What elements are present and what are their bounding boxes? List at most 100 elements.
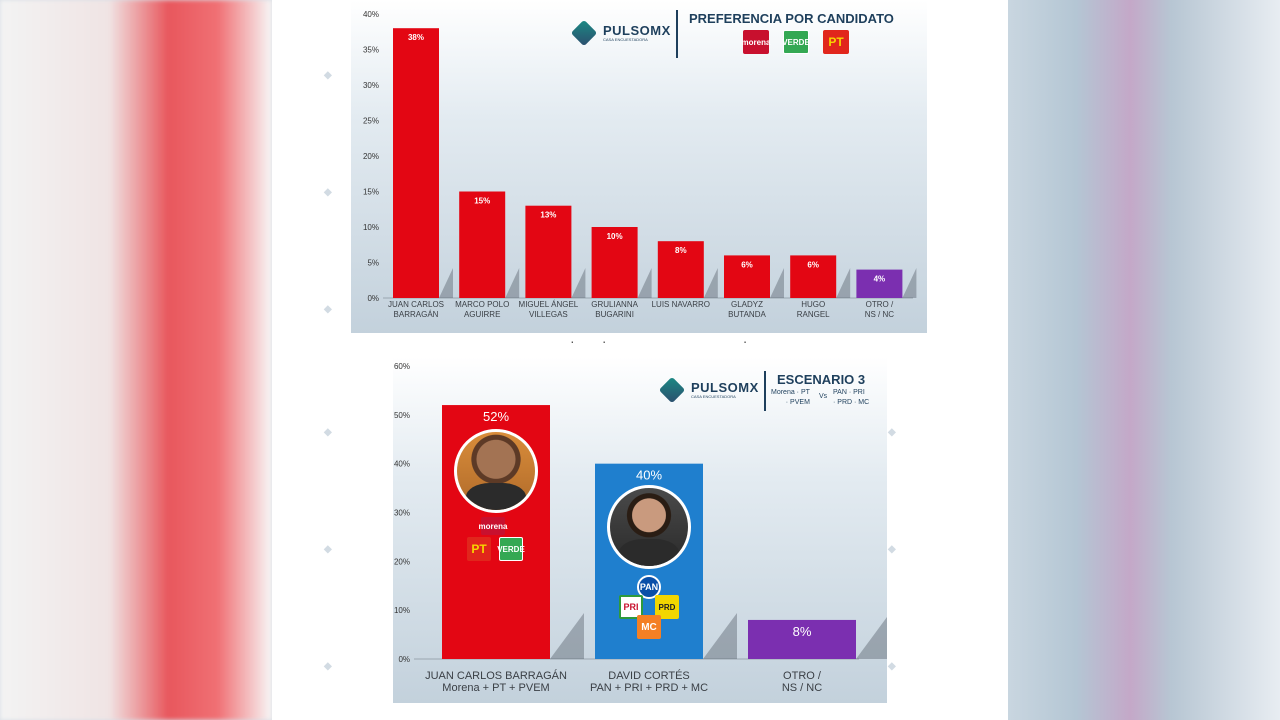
party-morena-icon-2: morena	[479, 517, 507, 535]
bar-value-label: 6%	[807, 260, 819, 269]
watermark-logo-icon: ◆	[324, 187, 332, 198]
chart-2-title: ESCENARIO 3	[777, 372, 866, 387]
chart-panel-escenario-3: 0% 10% 20% 30% 40% 50% 60% 52% JUAN CARLOS BARRA…	[393, 357, 887, 703]
category-label: Morena + PT + PVEM	[442, 682, 549, 694]
party-pt-icon-2: PT	[467, 537, 491, 561]
scenario-vs: Vs	[819, 393, 828, 400]
background-blur-left	[0, 0, 272, 720]
category-label: PAN + PRI + PRD + MC	[590, 682, 708, 694]
category-label: NS / NC	[782, 682, 822, 694]
watermark-logo-icon: ◆	[324, 304, 332, 315]
y-tick-label: 20%	[394, 557, 410, 566]
bar-shadow	[571, 268, 586, 298]
party-mc-icon: MC	[637, 615, 661, 639]
bar	[790, 255, 837, 298]
scenario-right-line-2: · PRD · MC	[833, 399, 870, 406]
bar	[657, 241, 704, 298]
scenario-right-line-1: PAN · PRI	[833, 389, 865, 396]
bar-value-label: 10%	[607, 232, 623, 241]
watermark-logo-icon: ◆	[324, 70, 332, 81]
brand-tagline: CASA ENCUESTADORA	[603, 37, 648, 42]
watermark-logo-icon: ◆	[324, 661, 332, 672]
bar	[459, 191, 506, 298]
party-pt-icon: PT	[823, 30, 849, 54]
bar-value-label: 13%	[540, 211, 556, 220]
bar-shadow	[637, 268, 652, 298]
party-verde-icon-2: VERDE	[497, 537, 525, 561]
pulsomx-logo-2: PULSOMX CASA ENCUESTADORA	[658, 376, 759, 404]
y-tick-label: 25%	[363, 117, 379, 126]
bar-shadow	[770, 268, 784, 298]
bar-shadow	[836, 268, 851, 298]
y-tick-label: 10%	[363, 223, 379, 232]
bar	[856, 269, 903, 298]
y-tick-label: 60%	[394, 362, 410, 371]
category-label: GRULIANNA	[591, 300, 638, 309]
category-label: RANGEL	[797, 310, 830, 319]
y-tick-label: 0%	[367, 294, 379, 303]
y-tick-label: 40%	[394, 460, 410, 469]
bar-value-label: 8%	[793, 624, 812, 639]
bar-value-label: 40%	[636, 468, 662, 483]
scenario-left-line-1: Morena · PT	[771, 389, 810, 396]
y-tick-label: 15%	[363, 188, 379, 197]
bar-shadow	[902, 268, 917, 298]
bar-value-label: 6%	[741, 260, 753, 269]
header-divider	[676, 10, 678, 58]
category-label: MARCO POLO	[455, 300, 509, 309]
chart-1-svg: 0%5%10%15%20%25%30%35%40%38%JUAN CARLOSB…	[363, 10, 917, 319]
bar	[591, 227, 638, 298]
bar	[525, 205, 572, 298]
brand-name: PULSOMX	[603, 23, 671, 38]
y-tick-label: 50%	[394, 411, 410, 420]
category-label: BUGARINI	[595, 310, 634, 319]
y-tick-label: 0%	[398, 655, 410, 664]
scenario-right-parties: PAN · PRI · PRD · MC	[833, 388, 869, 408]
category-label: GLADYZ	[731, 300, 763, 309]
bar-value-label: 52%	[483, 409, 509, 424]
category-label: HUGO	[801, 300, 825, 309]
bar	[393, 28, 439, 298]
bar-value-label: 15%	[474, 197, 490, 206]
bar-value-label: 4%	[874, 275, 886, 284]
y-tick-label: 40%	[363, 10, 379, 19]
watermark-logo-icon: ◆	[324, 427, 332, 438]
category-label: NS / NC	[865, 310, 895, 319]
category-label: LUIS NAVARRO	[652, 300, 710, 309]
y-tick-label: 5%	[367, 259, 379, 268]
category-label: OTRO /	[866, 300, 894, 309]
y-tick-label: 35%	[363, 46, 379, 55]
category-label: BARRAGÁN	[394, 310, 439, 319]
category-label: JUAN CARLOS BARRAGÁN	[425, 669, 567, 682]
category-label: OTRO /	[783, 670, 822, 682]
y-tick-label: 30%	[394, 509, 410, 518]
scenario-left-parties: Morena · PT · PVEM	[771, 388, 810, 408]
brand-tagline-2: CASA ENCUESTADORA	[691, 394, 736, 399]
bar-shadow	[505, 268, 520, 298]
watermark-logo-icon: ◆	[888, 661, 896, 672]
y-tick-label: 10%	[394, 606, 410, 615]
category-label: VILLEGAS	[529, 310, 568, 319]
party-pri-icon: PRI	[619, 595, 643, 619]
chart-panel-preferencia: 0% 5% 10% 15% 20% 25% 30% 35% 40% 38% JUAN CARLOS B…	[351, 0, 927, 333]
category-label: JUAN CARLOS	[388, 300, 444, 309]
bar	[748, 619, 856, 659]
category-label: DAVID CORTÉS	[608, 669, 690, 682]
y-tick-label: 20%	[363, 152, 379, 161]
header-divider-2	[764, 371, 766, 411]
brand-name-2: PULSOMX	[691, 380, 759, 395]
category-label: AGUIRRE	[464, 310, 500, 319]
background-blur-right	[1008, 0, 1280, 720]
bar-shadow	[439, 268, 453, 298]
bar-value-label: 38%	[408, 33, 424, 42]
pulsomx-logo: PULSOMX CASA ENCUESTADORA	[570, 19, 671, 47]
separator-dots: · · ·	[570, 333, 748, 349]
bar-shadow	[703, 613, 737, 659]
category-label: BUTANDA	[728, 310, 766, 319]
party-verde-icon: VERDE	[782, 30, 810, 54]
chart-1-title: PREFERENCIA POR CANDIDATO	[689, 11, 894, 26]
bar-shadow	[550, 613, 584, 659]
bar-shadow	[856, 617, 887, 659]
category-label: MIGUEL ÁNGEL	[519, 300, 579, 309]
candidate-photo-cortes	[607, 485, 691, 569]
